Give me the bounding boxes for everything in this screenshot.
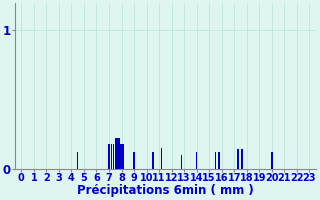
Bar bbox=[77, 152, 78, 169]
Bar bbox=[237, 149, 239, 169]
Bar bbox=[196, 152, 197, 169]
Bar bbox=[118, 138, 120, 169]
Bar bbox=[113, 144, 114, 169]
Bar bbox=[111, 144, 112, 169]
Bar bbox=[116, 138, 118, 169]
Bar bbox=[152, 152, 154, 169]
Bar bbox=[215, 152, 216, 169]
Bar bbox=[120, 144, 122, 169]
Bar bbox=[181, 155, 182, 169]
Bar bbox=[115, 138, 116, 169]
Bar bbox=[122, 144, 124, 169]
Bar bbox=[241, 149, 243, 169]
Bar bbox=[161, 148, 162, 169]
X-axis label: Précipitations 6min ( mm ): Précipitations 6min ( mm ) bbox=[77, 184, 254, 197]
Bar bbox=[108, 144, 110, 169]
Bar bbox=[133, 152, 135, 169]
Bar bbox=[219, 152, 220, 169]
Bar bbox=[271, 152, 273, 169]
